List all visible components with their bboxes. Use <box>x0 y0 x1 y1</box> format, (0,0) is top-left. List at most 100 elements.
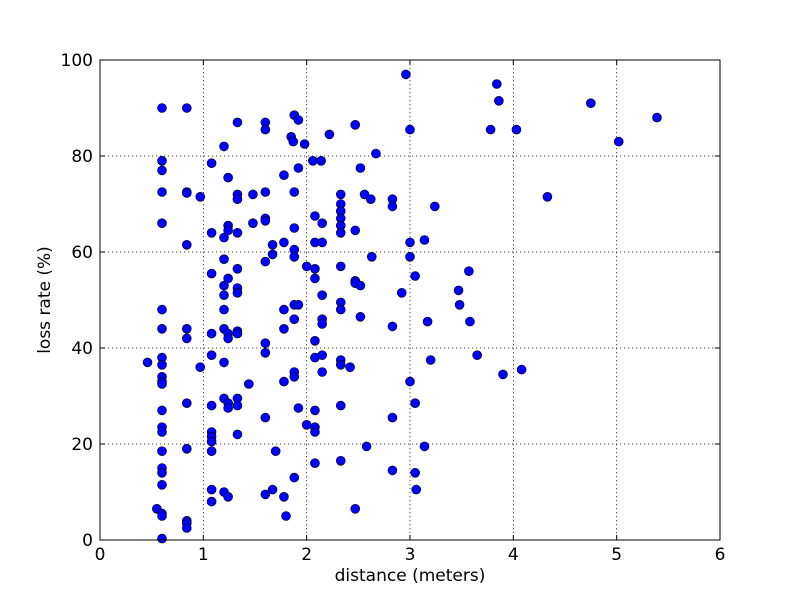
y-tick-label: 60 <box>71 243 93 263</box>
data-point <box>425 355 436 365</box>
data-point <box>355 163 366 173</box>
data-point <box>310 427 320 437</box>
data-point <box>350 503 361 514</box>
data-point <box>405 237 415 248</box>
data-point <box>157 165 167 176</box>
data-point <box>511 124 522 135</box>
data-point <box>279 491 289 502</box>
y-tick-label: 40 <box>71 339 93 359</box>
data-point <box>335 304 346 315</box>
x-tick-label: 2 <box>301 545 312 565</box>
data-point <box>586 98 596 108</box>
x-tick-label: 1 <box>198 545 209 565</box>
data-point <box>485 124 496 135</box>
data-point <box>281 511 291 521</box>
data-point <box>206 446 217 457</box>
data-point <box>260 412 271 423</box>
data-point <box>219 254 229 265</box>
data-point <box>223 491 233 502</box>
data-point <box>317 218 327 228</box>
data-point <box>293 299 304 310</box>
data-point <box>223 225 233 236</box>
data-point <box>206 228 217 238</box>
data-point <box>335 455 346 466</box>
data-point <box>157 187 167 197</box>
data-point <box>232 263 243 274</box>
data-point <box>219 232 229 243</box>
data-point <box>310 273 320 284</box>
data-point <box>350 120 361 130</box>
data-point <box>232 228 243 238</box>
data-point <box>652 112 662 123</box>
data-point <box>293 403 304 413</box>
data-point <box>223 333 233 344</box>
data-point <box>157 427 167 437</box>
x-tick-label: 6 <box>715 545 726 565</box>
data-point <box>219 280 229 291</box>
data-point <box>206 496 217 507</box>
data-point <box>335 261 346 272</box>
x-tick-label: 4 <box>508 545 519 565</box>
data-point <box>195 362 206 373</box>
data-point <box>223 172 233 183</box>
data-point <box>157 511 167 521</box>
data-point <box>260 489 271 500</box>
x-tick-label: 0 <box>95 545 106 565</box>
data-point <box>310 263 320 274</box>
data-point <box>410 467 420 478</box>
data-point <box>157 304 167 315</box>
data-point <box>335 228 346 238</box>
data-point <box>494 96 504 106</box>
data-point <box>157 103 167 113</box>
data-point <box>317 367 327 377</box>
x-axis-label: distance (meters) <box>335 566 486 586</box>
data-point <box>324 129 335 140</box>
data-point <box>396 287 407 298</box>
data-point <box>472 350 482 361</box>
x-tick-label: 3 <box>405 545 416 565</box>
data-point <box>232 429 243 440</box>
data-point <box>335 189 346 200</box>
data-point <box>206 350 217 361</box>
x-tick-label: 5 <box>611 545 622 565</box>
data-point <box>260 256 271 267</box>
data-point <box>361 441 372 452</box>
data-point <box>223 403 233 413</box>
data-point <box>355 311 366 322</box>
y-tick-label: 80 <box>71 147 93 167</box>
data-point <box>232 400 243 411</box>
data-point <box>293 115 304 125</box>
data-point <box>219 357 229 368</box>
data-point <box>335 359 346 370</box>
data-point <box>422 316 433 327</box>
data-point <box>454 299 465 310</box>
data-point <box>317 290 327 301</box>
data-point <box>157 533 167 544</box>
data-point <box>182 323 192 334</box>
data-point <box>293 163 304 173</box>
y-axis-label: loss rate (%) <box>35 246 55 354</box>
data-point <box>387 201 398 212</box>
data-point <box>301 261 312 272</box>
data-point <box>267 484 278 495</box>
data-point <box>182 523 192 533</box>
data-point <box>219 290 229 301</box>
data-point <box>355 280 366 291</box>
data-point <box>195 192 206 202</box>
data-point <box>317 237 327 248</box>
data-point <box>223 273 233 284</box>
data-point <box>317 350 327 361</box>
data-point <box>387 412 398 423</box>
data-point <box>182 398 192 409</box>
data-point <box>350 225 361 236</box>
data-point <box>387 465 398 476</box>
data-point <box>206 400 217 411</box>
data-point <box>613 136 624 147</box>
data-point <box>260 216 271 226</box>
data-point <box>279 237 289 248</box>
data-point <box>453 285 464 296</box>
data-point <box>260 124 271 135</box>
data-point <box>289 187 300 197</box>
